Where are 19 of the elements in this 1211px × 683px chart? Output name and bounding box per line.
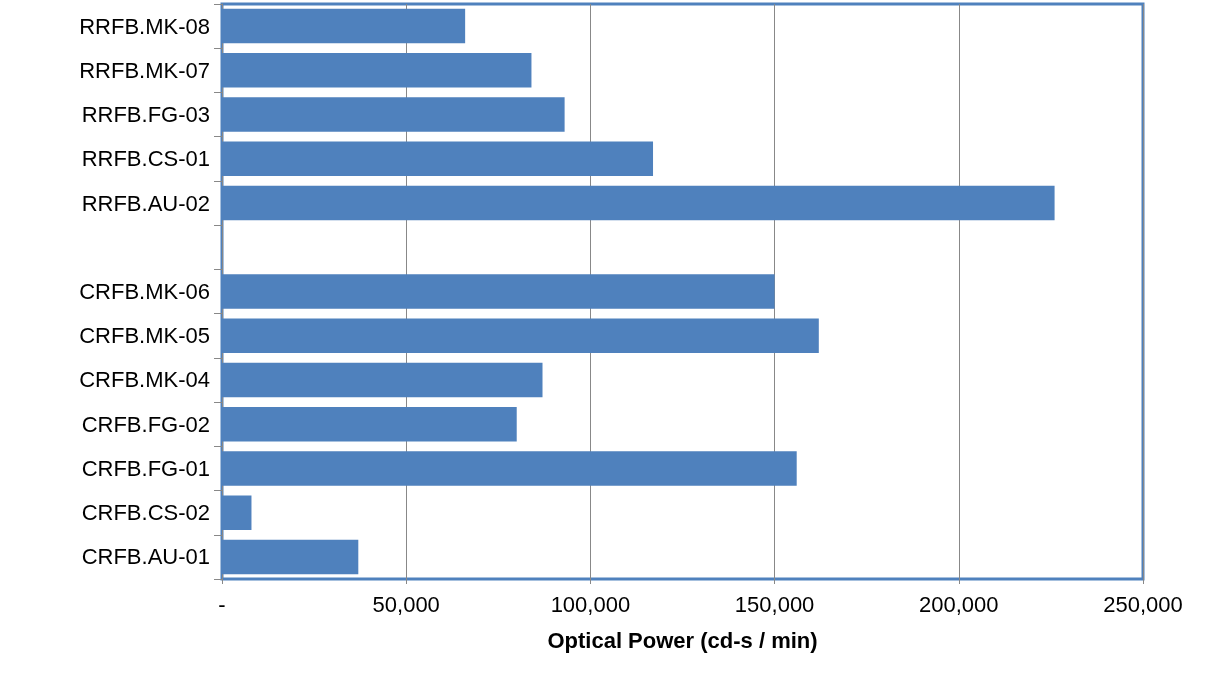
x-tick-label: 250,000 bbox=[1103, 591, 1183, 617]
x-tick-label: 100,000 bbox=[550, 591, 631, 617]
y-tick-label: RRFB.AU-02 bbox=[81, 190, 210, 216]
y-tick-label: RRFB.MK-08 bbox=[79, 13, 210, 39]
y-tick-label: CRFB.MK-05 bbox=[79, 323, 210, 349]
x-tick-label: 50,000 bbox=[372, 591, 440, 617]
y-tick-label: RRFB.CS-01 bbox=[81, 146, 210, 172]
x-tick-label: 200,000 bbox=[919, 591, 999, 617]
y-tick-label: CRFB.FG-02 bbox=[81, 411, 210, 437]
x-tick-label: - bbox=[218, 591, 226, 617]
y-tick-label: RRFB.FG-03 bbox=[81, 102, 210, 128]
y-tick-label: CRFB.MK-06 bbox=[79, 279, 210, 304]
y-tick-label: CRFB.CS-02 bbox=[81, 500, 210, 526]
y-tick-label: RRFB.MK-07 bbox=[79, 57, 210, 83]
y-tick-label: CRFB.MK-04 bbox=[79, 367, 210, 393]
x-axis-title: Optical Power (cd-s / min) bbox=[547, 627, 818, 653]
y-tick-label: CRFB.AU-01 bbox=[81, 544, 210, 570]
x-tick-label: 150,000 bbox=[734, 591, 815, 617]
y-tick-label: CRFB.FG-01 bbox=[81, 455, 210, 481]
